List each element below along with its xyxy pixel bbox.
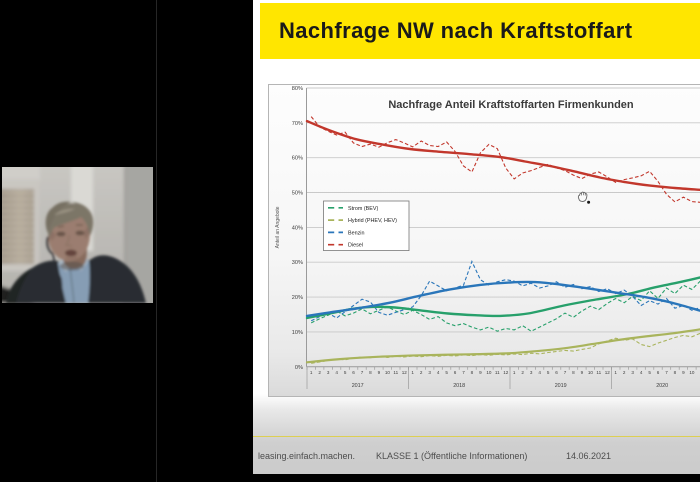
svg-text:10: 10 [689, 370, 695, 375]
svg-text:5: 5 [445, 370, 448, 375]
svg-text:6: 6 [454, 370, 457, 375]
svg-text:3: 3 [428, 370, 431, 375]
svg-text:11: 11 [393, 370, 398, 375]
svg-text:50%: 50% [292, 191, 303, 197]
svg-text:12: 12 [605, 370, 611, 375]
svg-text:80%: 80% [292, 86, 303, 92]
svg-text:9: 9 [378, 370, 381, 375]
svg-text:0%: 0% [295, 365, 303, 371]
svg-text:40%: 40% [292, 225, 303, 231]
svg-text:Diesel: Diesel [348, 243, 363, 249]
svg-text:1: 1 [614, 370, 617, 375]
svg-text:12: 12 [402, 370, 408, 375]
svg-text:7: 7 [361, 370, 364, 375]
svg-text:2: 2 [318, 370, 321, 375]
svg-text:Nachfrage Anteil Kraftstoffart: Nachfrage Anteil Kraftstoffarten Firmenk… [388, 99, 634, 111]
svg-text:11: 11 [495, 370, 500, 375]
svg-text:3: 3 [327, 370, 330, 375]
svg-text:1: 1 [310, 370, 313, 375]
svg-text:10%: 10% [292, 330, 303, 336]
svg-text:Anteil an Angebote: Anteil an Angebote [275, 206, 281, 248]
svg-text:7: 7 [462, 370, 465, 375]
svg-text:8: 8 [369, 370, 372, 375]
svg-text:7: 7 [564, 370, 567, 375]
svg-text:8: 8 [572, 370, 575, 375]
svg-text:2: 2 [521, 370, 524, 375]
svg-text:3: 3 [530, 370, 533, 375]
svg-text:12: 12 [503, 370, 509, 375]
svg-text:9: 9 [479, 370, 482, 375]
svg-text:5: 5 [344, 370, 347, 375]
svg-text:5: 5 [547, 370, 550, 375]
svg-text:4: 4 [437, 370, 440, 375]
svg-text:Benzin: Benzin [348, 230, 364, 236]
svg-text:4: 4 [640, 370, 643, 375]
svg-text:60%: 60% [292, 156, 303, 162]
svg-text:5: 5 [648, 370, 651, 375]
svg-text:7: 7 [665, 370, 668, 375]
svg-text:6: 6 [352, 370, 355, 375]
svg-text:2017: 2017 [352, 383, 364, 389]
svg-text:Strom (BEV): Strom (BEV) [348, 206, 378, 212]
svg-text:8: 8 [471, 370, 474, 375]
svg-text:6: 6 [555, 370, 558, 375]
svg-text:2: 2 [420, 370, 423, 375]
svg-text:2: 2 [623, 370, 626, 375]
svg-text:1: 1 [513, 370, 516, 375]
svg-text:6: 6 [657, 370, 660, 375]
svg-text:10: 10 [486, 370, 492, 375]
svg-text:2020: 2020 [656, 383, 668, 389]
svg-text:9: 9 [682, 370, 685, 375]
svg-text:10: 10 [588, 370, 594, 375]
svg-text:30%: 30% [292, 260, 303, 266]
svg-text:4: 4 [335, 370, 338, 375]
svg-text:3: 3 [631, 370, 634, 375]
svg-text:2018: 2018 [453, 383, 465, 389]
svg-text:Hybrid (PHEV, HEV): Hybrid (PHEV, HEV) [348, 218, 397, 224]
svg-text:8: 8 [674, 370, 677, 375]
svg-text:70%: 70% [292, 121, 303, 127]
svg-text:1: 1 [411, 370, 414, 375]
svg-text:10: 10 [385, 370, 391, 375]
svg-text:2019: 2019 [555, 383, 567, 389]
svg-text:4: 4 [538, 370, 541, 375]
svg-text:11: 11 [596, 370, 601, 375]
svg-text:20%: 20% [292, 295, 303, 301]
svg-text:9: 9 [581, 370, 584, 375]
